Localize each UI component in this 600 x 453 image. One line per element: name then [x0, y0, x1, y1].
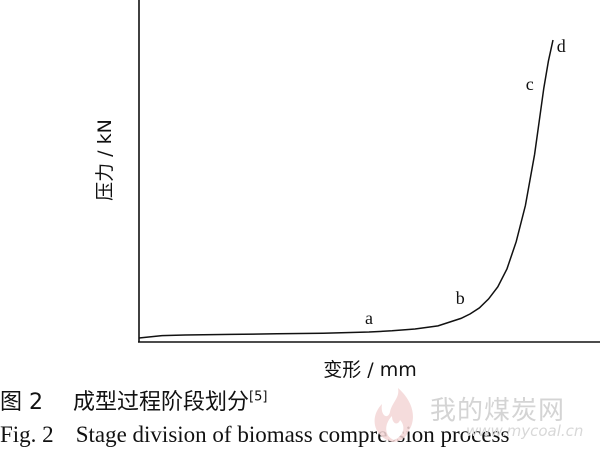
caption-reference: [5] — [249, 389, 268, 405]
data-line-series-1 — [138, 39, 554, 339]
point-label-c: c — [526, 74, 534, 94]
figure-caption-english: Fig. 2 Stage division of biomass compress… — [0, 422, 509, 448]
point-label-b: b — [456, 288, 465, 308]
flame-logo-icon — [374, 388, 413, 442]
watermark: 我的煤炭网 www.mycoal.cn — [362, 386, 600, 448]
x-axis-label: 变形 / mm — [323, 359, 417, 381]
caption-figure-number-en: Fig. 2 — [0, 422, 54, 447]
figure-caption-chinese: 图 2 成型过程阶段划分[5] — [0, 384, 267, 416]
watermark-text: 我的煤炭网 — [430, 396, 566, 426]
caption-figure-number: 图 2 — [0, 390, 43, 415]
caption-title: 成型过程阶段划分 — [73, 390, 250, 415]
caption-title-en: Stage division of biomass compression pr… — [75, 422, 510, 447]
watermark-url: www.mycoal.cn — [466, 422, 584, 440]
point-label-d: d — [557, 36, 566, 56]
point-label-a: a — [365, 308, 373, 328]
y-axis-label: 压力 / kN — [94, 119, 116, 201]
